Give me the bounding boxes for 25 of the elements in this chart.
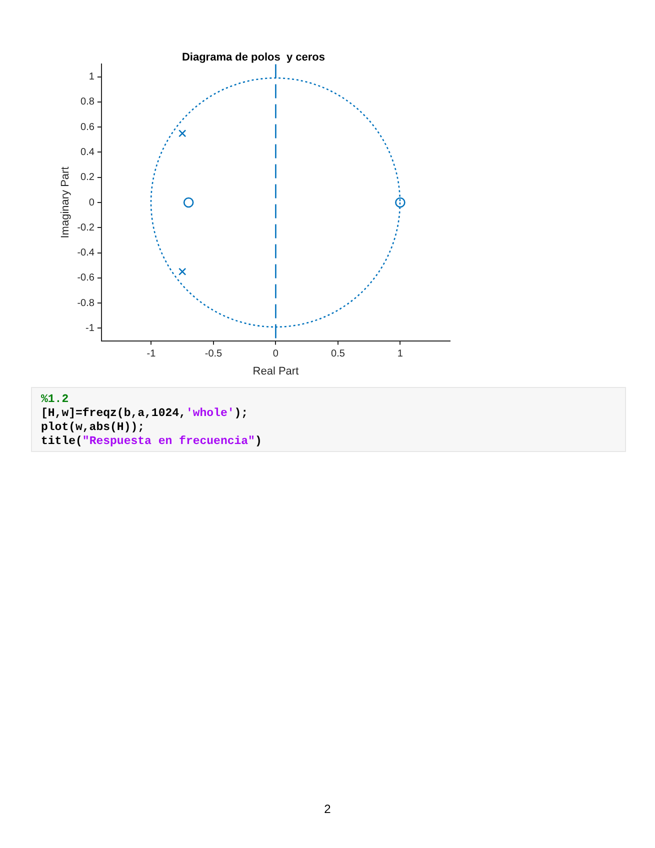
x-tick-label: -0.5	[204, 348, 223, 360]
text: 2	[323, 802, 332, 816]
x-tick-label: -1	[146, 348, 156, 360]
x-axis-title: Real Part	[252, 365, 299, 378]
y-axis-title: Imaginary Part	[60, 166, 72, 238]
y-tick-label: 1	[88, 72, 95, 83]
point	[395, 197, 406, 208]
y-tick-label: -1	[86, 322, 95, 334]
y-tick-label: -0.6	[77, 272, 95, 284]
x-tick-label: 0	[272, 348, 279, 360]
y-tick-label: 0.4	[80, 146, 95, 158]
point	[178, 268, 186, 276]
y-tick-label: -0.2	[77, 222, 95, 234]
point	[183, 197, 194, 208]
chart-title: Diagrama de polos y ceros	[182, 52, 326, 64]
y-tick-label: -0.4	[77, 248, 95, 259]
y-tick-label: 0.8	[80, 96, 95, 108]
x-tick-label: 0.5	[331, 348, 346, 360]
y-tick-label: -0.8	[77, 298, 95, 309]
point	[178, 130, 186, 138]
y-tick-label: 0.2	[80, 172, 95, 184]
y-tick-label: 0	[88, 197, 95, 208]
y-tick-label: 0.6	[80, 122, 95, 133]
text: %1.2 [H,w]=freqz(b,a,1024,'whole'); plot(w,abs(H)); title("Respuesta en frecuencia")	[41, 393, 262, 448]
x-tick-label: 1	[397, 348, 404, 360]
